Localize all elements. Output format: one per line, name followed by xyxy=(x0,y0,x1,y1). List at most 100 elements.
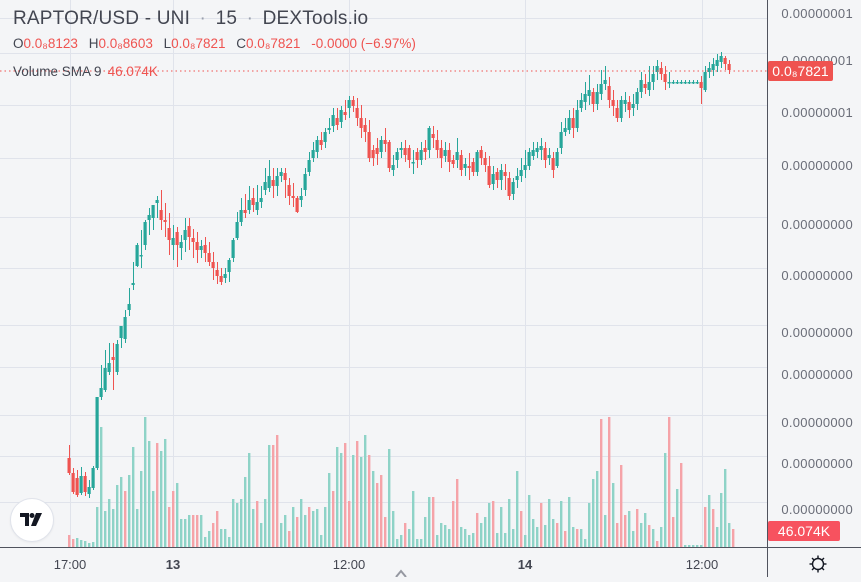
candle xyxy=(515,176,519,180)
candle xyxy=(147,215,151,220)
volume-bar xyxy=(520,511,523,547)
volume-bar xyxy=(556,523,559,547)
symbol-title[interactable]: RAPTOR/USD - UNI · 15 · DEXTools.io xyxy=(13,8,369,29)
candle xyxy=(71,473,75,492)
candle xyxy=(387,142,391,168)
volume-bar xyxy=(316,509,319,547)
candle xyxy=(195,242,199,250)
volume-bar xyxy=(396,539,399,547)
candle xyxy=(503,172,507,176)
volume-bar xyxy=(296,517,299,547)
candle xyxy=(259,198,263,202)
candle xyxy=(79,476,83,493)
volume-bar xyxy=(492,501,495,547)
candle xyxy=(359,118,363,128)
volume-bar xyxy=(76,538,79,547)
candle xyxy=(415,152,419,160)
candle xyxy=(403,148,407,155)
volume-bar xyxy=(536,527,539,547)
volume-bar xyxy=(244,477,247,547)
volume-bar xyxy=(420,539,423,547)
volume-bar xyxy=(648,525,651,547)
volume-bar xyxy=(632,531,635,547)
volume-bar xyxy=(352,455,355,547)
volume-bar xyxy=(72,539,75,547)
candle xyxy=(363,125,367,132)
price-axis-label: 0.00000000 xyxy=(781,158,853,173)
settings-gear-icon[interactable] xyxy=(808,554,828,574)
volume-bar xyxy=(228,537,231,547)
volume-bar xyxy=(124,491,127,547)
candle xyxy=(347,100,351,108)
volume-bar xyxy=(616,523,619,547)
candle xyxy=(411,162,415,164)
volume-bar xyxy=(320,535,323,547)
candle xyxy=(103,368,107,390)
candle xyxy=(287,185,291,196)
candle xyxy=(159,210,163,220)
volume-bar xyxy=(664,453,667,547)
candle xyxy=(591,92,595,104)
candle xyxy=(335,118,339,125)
candle xyxy=(559,132,563,148)
volume-bar xyxy=(704,507,707,547)
candle xyxy=(431,134,435,138)
volume-bar xyxy=(188,515,191,547)
volume-bar xyxy=(524,535,527,547)
candle xyxy=(663,74,667,82)
candle xyxy=(203,245,207,253)
volume-bar xyxy=(684,545,687,547)
candle xyxy=(679,82,683,84)
tradingview-logo[interactable] xyxy=(10,498,54,542)
volume-bar xyxy=(456,479,459,547)
volume-bar xyxy=(268,445,271,547)
volume-bar xyxy=(392,511,395,547)
tradingview-logo-icon xyxy=(20,513,42,526)
candle xyxy=(579,100,583,108)
interval-value: 15 xyxy=(215,8,238,29)
high-label: H xyxy=(88,36,99,51)
candle xyxy=(495,172,499,180)
volume-bar xyxy=(436,535,439,547)
candle xyxy=(119,326,123,338)
candle xyxy=(163,220,167,222)
candle xyxy=(599,84,603,94)
candle xyxy=(131,283,135,285)
candle xyxy=(575,110,579,128)
candle xyxy=(231,240,235,258)
open-label: O xyxy=(13,36,24,51)
candle xyxy=(139,255,143,257)
volume-bar xyxy=(564,531,567,547)
volume-bar xyxy=(712,509,715,547)
volume-indicator-legend[interactable]: Volume SMA 9 46.074K xyxy=(13,64,423,80)
candle xyxy=(199,246,203,250)
close-label: C xyxy=(236,36,247,51)
volume-bar xyxy=(688,545,691,547)
candle xyxy=(459,155,463,170)
scroll-up-chevron-icon[interactable] xyxy=(394,569,408,577)
volume-bar xyxy=(620,465,623,547)
candle xyxy=(631,104,635,108)
candle xyxy=(551,158,555,170)
candle xyxy=(623,100,627,104)
candle xyxy=(527,152,531,166)
volume-bar xyxy=(592,479,595,547)
candle xyxy=(175,232,179,245)
volume-bar xyxy=(80,540,83,547)
candle xyxy=(571,118,575,128)
volume-bar xyxy=(460,527,463,547)
volume-bar xyxy=(224,529,227,547)
volume-bar xyxy=(220,529,223,547)
candle xyxy=(115,344,119,372)
candle xyxy=(539,146,543,150)
candle xyxy=(423,148,427,152)
candle xyxy=(703,72,707,90)
candle xyxy=(567,118,571,130)
high-value: 0.0₈8603 xyxy=(98,36,153,51)
volume-bar xyxy=(336,447,339,547)
candle xyxy=(435,140,439,150)
volume-bar xyxy=(208,531,211,547)
candle xyxy=(699,82,703,88)
